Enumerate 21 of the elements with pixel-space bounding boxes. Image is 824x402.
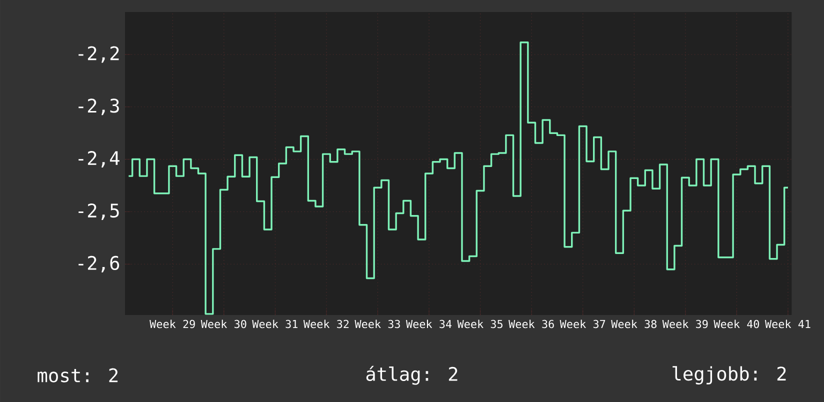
x-tick-label: Week 29 [150, 320, 195, 328]
y-tick-label: -2,4 [78, 151, 120, 168]
x-tick-label: Week 32 [303, 320, 349, 328]
y-tick-label: -2,3 [78, 98, 119, 116]
x-tick-label: Week 38 [611, 320, 656, 328]
x-tick-label: Week 39 [662, 320, 708, 328]
x-tick-label: Week 35 [457, 320, 502, 328]
x-tick-label: Week 34 [406, 320, 452, 328]
x-tick-label: Week 33 [354, 320, 400, 328]
x-tick-label: Week 37 [560, 320, 606, 328]
y-tick-label: -2,5 [78, 203, 119, 220]
text: legjobb: 2 [672, 366, 786, 384]
x-tick-label: Week 36 [508, 320, 554, 328]
x-tick-label: Week 41 [764, 320, 810, 328]
y-tick-label: -2,6 [78, 256, 120, 272]
x-tick-label: Week 31 [252, 320, 298, 328]
x-tick-label: Week 40 [714, 320, 760, 328]
text: átlag: 2 [366, 366, 458, 385]
y-tick-label: -2,2 [78, 46, 119, 63]
x-tick-label: Week 30 [200, 320, 246, 328]
text: most: 2 [38, 368, 118, 382]
